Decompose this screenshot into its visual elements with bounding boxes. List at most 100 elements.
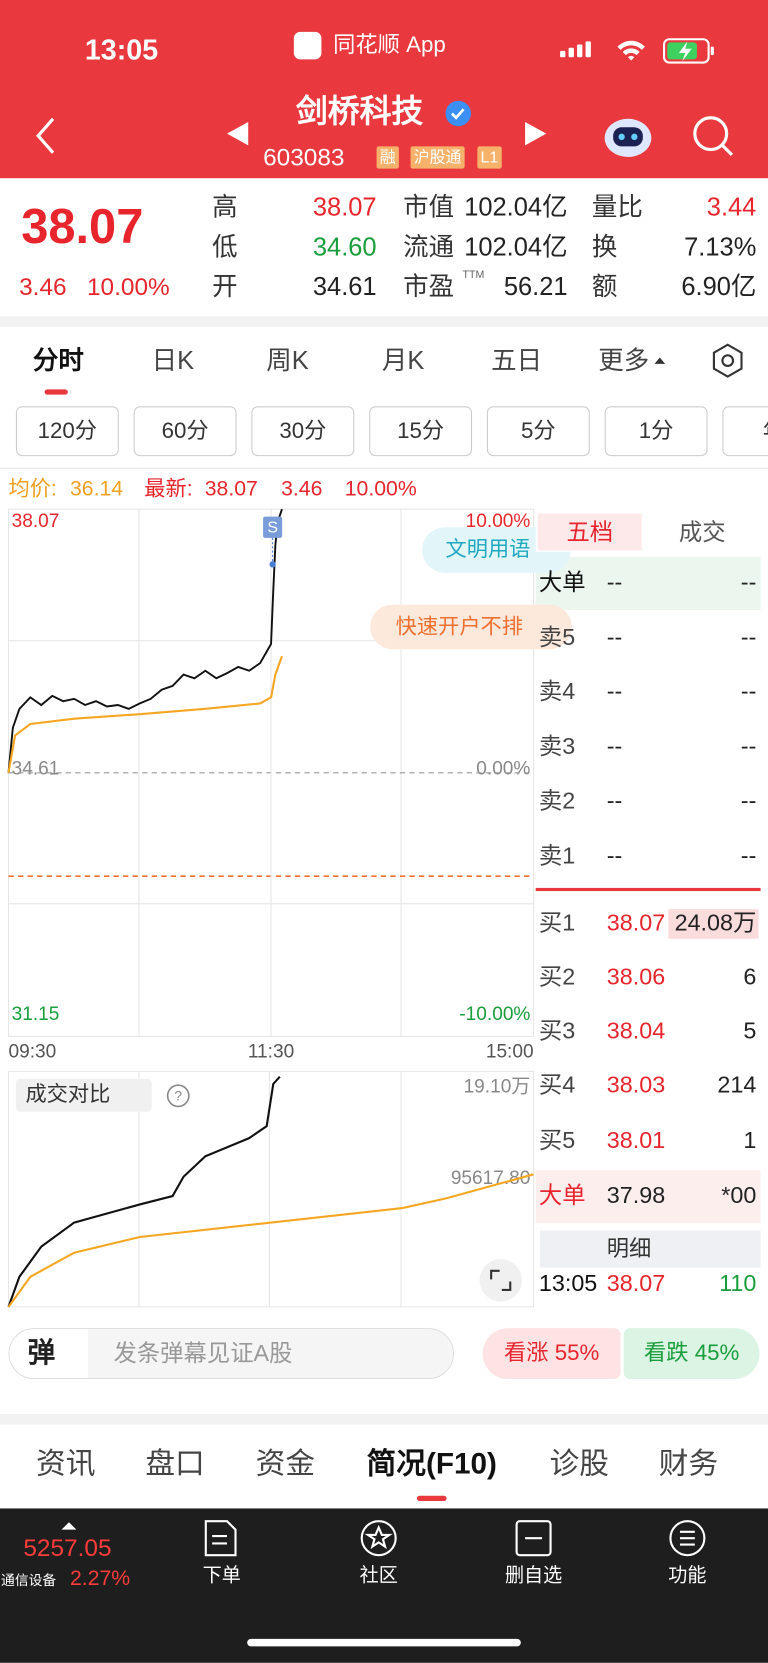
period-button[interactable]: 年 bbox=[722, 406, 768, 457]
book-volume: 24.08万 bbox=[674, 909, 757, 936]
nav-tab[interactable]: 诊股 bbox=[549, 1446, 609, 1480]
series-line bbox=[7, 1075, 281, 1308]
separator bbox=[0, 1414, 768, 1425]
footer-button[interactable]: 功能 bbox=[668, 1564, 707, 1586]
tab[interactable]: 五日 bbox=[491, 346, 543, 376]
stat-label: 低 bbox=[212, 233, 238, 263]
period-button[interactable]: 5分 bbox=[486, 406, 590, 457]
nav-tab[interactable]: 财务 bbox=[658, 1446, 719, 1480]
stat-label: 市盈 bbox=[403, 272, 455, 302]
period-button[interactable]: 120分 bbox=[15, 406, 119, 457]
last-pct: 10.00% bbox=[344, 477, 417, 501]
index-value[interactable]: 5257.05 bbox=[23, 1533, 112, 1562]
avg-label: 均价: bbox=[8, 477, 57, 501]
bull-button[interactable]: 看涨 55% bbox=[482, 1328, 621, 1380]
stat-value: 6.90亿 bbox=[681, 272, 757, 302]
tab[interactable]: 日K bbox=[151, 346, 195, 376]
stat-label: 市值 bbox=[403, 193, 455, 222]
trade-volume: 110 bbox=[719, 1269, 757, 1297]
footer-button[interactable]: 下单 bbox=[202, 1564, 241, 1586]
danmu-placeholder[interactable]: 发条弹幕见证A股 bbox=[113, 1339, 293, 1367]
last-value: 38.07 bbox=[204, 477, 258, 501]
danmu-bar[interactable] bbox=[8, 1328, 455, 1380]
period-button[interactable]: 15分 bbox=[369, 406, 473, 457]
ad-bubble[interactable]: 快速开户不排 bbox=[370, 604, 572, 650]
stat-label: 高 bbox=[212, 193, 238, 222]
compare-button[interactable] bbox=[15, 1078, 152, 1112]
series-line bbox=[7, 655, 283, 773]
pct-label: -10.00% bbox=[459, 1004, 530, 1025]
last-label: 最新: bbox=[144, 477, 193, 501]
help-icon[interactable] bbox=[166, 1084, 190, 1108]
book-label: 大单 bbox=[538, 1181, 586, 1209]
stat-value: 102.04亿 bbox=[464, 233, 568, 263]
footer-icons bbox=[204, 1520, 706, 1557]
book-price: -- bbox=[606, 677, 623, 705]
help-mark: ? bbox=[174, 1089, 182, 1104]
y-tick-label: 34.61 bbox=[12, 759, 60, 780]
verified-check bbox=[450, 108, 465, 120]
x-tick-label: 15:00 bbox=[486, 1041, 534, 1062]
tag: 沪股通 bbox=[410, 146, 465, 169]
tab[interactable]: 更多 bbox=[598, 346, 650, 376]
book-price: -- bbox=[606, 733, 623, 760]
x-tick-label: 09:30 bbox=[8, 1041, 56, 1062]
change-pct: 10.00% bbox=[86, 272, 170, 301]
search-button[interactable] bbox=[693, 116, 734, 157]
y-tick-label: 19.10万 bbox=[464, 1076, 531, 1097]
trade-time: 13:05 bbox=[538, 1269, 598, 1297]
change: 3.46 bbox=[19, 272, 67, 301]
expand-button[interactable] bbox=[479, 1259, 522, 1302]
last-change: 3.46 bbox=[281, 477, 323, 501]
book-price: 37.98 bbox=[606, 1181, 666, 1209]
book-label: 卖5 bbox=[538, 623, 576, 651]
footer-button[interactable]: 删自选 bbox=[504, 1564, 563, 1586]
nav-tab[interactable]: 资金 bbox=[255, 1446, 316, 1480]
nav-tab[interactable]: 简况(F10) bbox=[366, 1446, 497, 1480]
detail-title[interactable]: 明细 bbox=[606, 1236, 652, 1262]
book-label: 卖2 bbox=[538, 787, 576, 814]
x-tick-label: 11:30 bbox=[248, 1041, 294, 1062]
home-indicator bbox=[247, 1638, 521, 1647]
footer-button[interactable]: 社区 bbox=[359, 1564, 398, 1586]
separator bbox=[0, 316, 768, 327]
stat-value: 34.60 bbox=[312, 233, 377, 263]
period-button[interactable]: 60分 bbox=[133, 406, 237, 457]
stat-value: 3.44 bbox=[706, 193, 757, 222]
compare-title: 成交对比 bbox=[25, 1083, 111, 1107]
settings-button[interactable] bbox=[712, 343, 743, 378]
stat-label: 换 bbox=[591, 233, 618, 263]
book-volume: -- bbox=[740, 623, 757, 651]
status-icons bbox=[293, 31, 714, 64]
tab[interactable]: 月K bbox=[381, 346, 425, 376]
tab[interactable]: 分时 bbox=[32, 346, 84, 376]
series-line bbox=[7, 1173, 534, 1308]
stock-code: 603083 bbox=[263, 143, 345, 171]
bear-button[interactable]: 看跌 45% bbox=[623, 1328, 760, 1380]
book-volume: -- bbox=[740, 568, 757, 596]
book-label: 卖1 bbox=[538, 842, 576, 869]
period-button[interactable]: 1分 bbox=[604, 406, 708, 457]
sector-pct: 2.27% bbox=[70, 1566, 131, 1591]
robot-button[interactable] bbox=[604, 118, 652, 157]
marker-box bbox=[263, 516, 283, 538]
nav-tab[interactable]: 资讯 bbox=[36, 1446, 96, 1480]
book-label: 买5 bbox=[538, 1126, 576, 1154]
period-button[interactable]: 30分 bbox=[251, 406, 355, 457]
back-button[interactable] bbox=[36, 117, 55, 154]
book-label: 买1 bbox=[538, 909, 576, 936]
pct-label: 10.00% bbox=[466, 511, 531, 532]
danmu-icon: 弹 bbox=[27, 1336, 56, 1369]
index-arrow bbox=[61, 1522, 77, 1530]
tab[interactable]: 周K bbox=[266, 346, 309, 376]
big-order-bg bbox=[535, 556, 761, 610]
book-tab-active[interactable]: 五档 bbox=[537, 513, 642, 551]
stat-label: 额 bbox=[591, 272, 618, 302]
nav-tab[interactable]: 盘口 bbox=[145, 1446, 205, 1480]
stat-value: 38.07 bbox=[312, 193, 377, 222]
book-tab[interactable]: 成交 bbox=[678, 518, 726, 546]
book-price: -- bbox=[606, 787, 623, 814]
y-tick-label: 31.15 bbox=[12, 1004, 60, 1025]
